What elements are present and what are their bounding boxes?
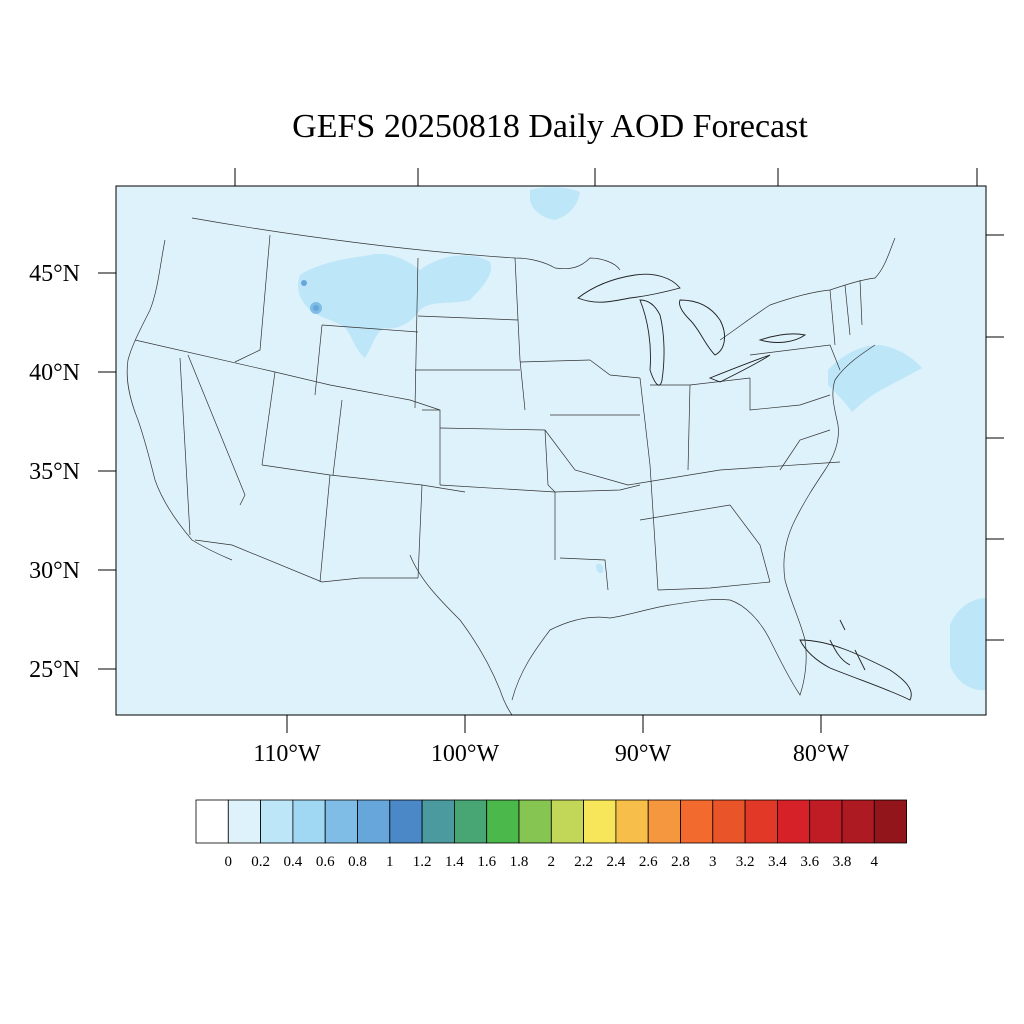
lon-label-110w: 110°W xyxy=(253,741,321,767)
colorbar-label-7: 1.4 xyxy=(445,854,464,870)
bahamas-outline xyxy=(829,619,866,671)
colorbar-swatch-6 xyxy=(389,799,423,844)
aod-patch-louisiana xyxy=(596,563,604,574)
colorbar-swatch-9 xyxy=(486,799,520,844)
great-lakes xyxy=(577,273,807,386)
aod-spot-2 xyxy=(301,280,307,286)
colorbar-label-14: 2.8 xyxy=(671,854,690,870)
colorbar-label-19: 3.8 xyxy=(833,854,852,870)
colorbar-swatch-11 xyxy=(550,799,584,844)
colorbar-swatch-12 xyxy=(583,799,617,844)
lake-superior xyxy=(577,273,681,303)
colorbar-swatch-3 xyxy=(292,799,326,844)
colorbar-label-18: 3.6 xyxy=(800,854,819,870)
colorbar-label-10: 2 xyxy=(548,854,556,870)
lat-label-30n: 30°N xyxy=(29,558,80,584)
colorbar-swatch-2 xyxy=(260,799,294,844)
colorbar-label-9: 1.8 xyxy=(510,854,529,870)
colorbar-label-6: 1.2 xyxy=(413,854,432,870)
map-frame xyxy=(115,185,987,716)
colorbar-swatch-7 xyxy=(421,799,455,844)
colorbar-label-2: 0.4 xyxy=(284,854,303,870)
colorbar-label-5: 1 xyxy=(386,854,394,870)
colorbar-swatch-5 xyxy=(357,799,391,844)
colorbar-swatch-14 xyxy=(647,799,681,844)
colorbar-swatch-20 xyxy=(841,799,875,844)
map-area xyxy=(115,185,987,716)
colorbar-swatch-8 xyxy=(453,799,488,844)
colorbar-label-0: 0 xyxy=(225,854,233,870)
colorbar-label-11: 2.2 xyxy=(574,854,593,870)
colorbar-label-3: 0.6 xyxy=(316,854,335,870)
aod-spots xyxy=(301,280,322,314)
colorbar-label-17: 3.4 xyxy=(768,854,787,870)
colorbar-swatch-13 xyxy=(615,799,649,844)
right-ticks xyxy=(986,234,1004,641)
colorbar-swatch-21 xyxy=(873,799,907,844)
bottom-ticks xyxy=(286,715,822,733)
colorbar-swatch-4 xyxy=(324,799,358,844)
colorbar-swatch-1 xyxy=(227,799,262,844)
top-ticks xyxy=(234,168,978,186)
left-ticks xyxy=(98,272,116,670)
lake-erie xyxy=(708,354,771,383)
colorbar-swatch-15 xyxy=(680,799,714,844)
lat-labels: 45°N 40°N 35°N 30°N 25°N xyxy=(29,261,80,683)
colorbar-swatch-16 xyxy=(712,799,746,844)
lon-label-90w: 90°W xyxy=(615,741,672,767)
aod-patch-canada xyxy=(530,187,580,220)
lat-label-25n: 25°N xyxy=(29,657,80,683)
lon-label-100w: 100°W xyxy=(431,741,500,767)
colorbar-label-16: 3.2 xyxy=(736,854,755,870)
colorbar-swatch-18 xyxy=(777,799,811,844)
map-background xyxy=(116,186,986,715)
colorbar-label-13: 2.6 xyxy=(639,854,658,870)
colorbar-label-12: 2.4 xyxy=(607,854,626,870)
lat-label-40n: 40°N xyxy=(29,360,80,386)
map-title: GEFS 20250818 Daily AOD Forecast xyxy=(292,108,808,145)
state-borders xyxy=(126,217,896,716)
lake-ontario xyxy=(758,333,807,343)
aod-spot-3 xyxy=(313,305,319,311)
lat-label-45n: 45°N xyxy=(29,261,80,287)
colorbar-labels: 0 0.2 0.4 0.6 0.8 1 1.2 1.4 1.6 1.8 2 2.2 2.4 2.6 2.8 3… xyxy=(225,854,879,870)
lake-huron xyxy=(679,299,726,356)
colorbar-label-20: 4 xyxy=(871,854,879,870)
colorbar-swatch-19 xyxy=(809,799,843,844)
aod-patch-montana xyxy=(298,253,491,358)
colorbar-swatch-0 xyxy=(195,799,229,844)
lake-michigan xyxy=(639,299,665,386)
aod-patch-bahamas xyxy=(950,598,986,691)
colorbar-label-4: 0.8 xyxy=(348,854,367,870)
colorbar-label-1: 0.2 xyxy=(251,854,270,870)
colorbar-label-15: 3 xyxy=(709,854,717,870)
colorbar-swatch-17 xyxy=(744,799,778,844)
lon-label-80w: 80°W xyxy=(793,741,850,767)
colorbar-swatch-10 xyxy=(518,799,552,844)
lon-labels: 110°W 100°W 90°W 80°W xyxy=(253,741,849,767)
lat-label-35n: 35°N xyxy=(29,459,80,485)
colorbar xyxy=(195,799,907,844)
caribbean-islands xyxy=(799,619,912,701)
colorbar-label-8: 1.6 xyxy=(477,854,496,870)
